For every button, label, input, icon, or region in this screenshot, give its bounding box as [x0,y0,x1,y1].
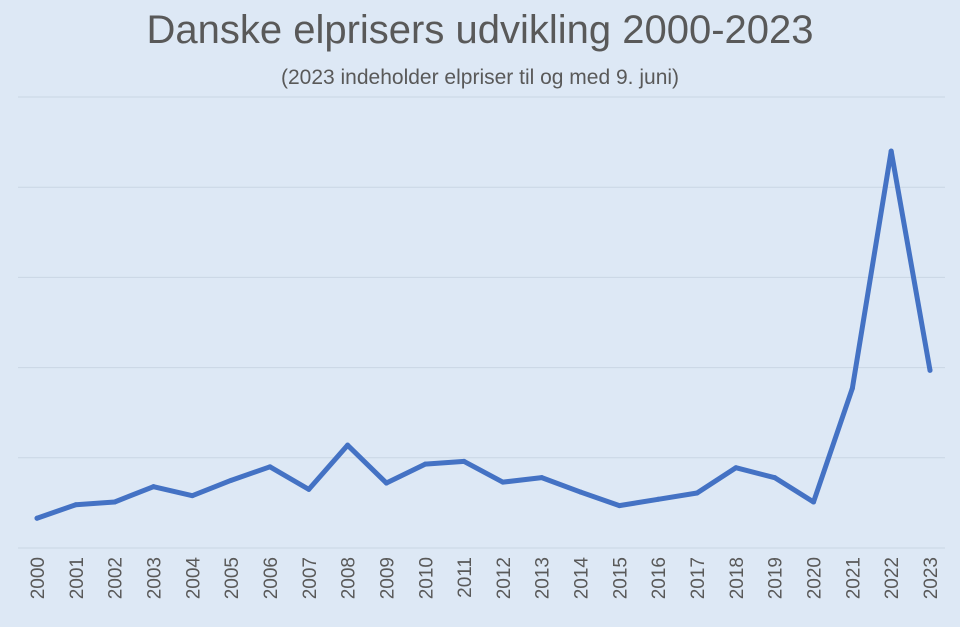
chart-title: Danske elprisers udvikling 2000-2023 [146,8,814,52]
x-tick-label: 2004 [183,557,204,600]
data-point-2007 [306,486,312,492]
data-point-2017 [694,490,700,496]
data-point-2023 [927,367,933,373]
data-point-2019 [772,475,778,481]
data-point-2020 [811,499,817,505]
x-tick-label: 2019 [766,557,787,599]
x-tick-label: 2015 [610,557,631,599]
x-tick-label: 2014 [572,557,593,600]
x-tick-label: 2021 [843,557,864,599]
x-tick-label: 2006 [261,557,282,599]
data-point-2014 [578,489,584,495]
x-tick-label: 2005 [222,557,243,599]
data-point-2011 [461,458,467,464]
x-tick-label: 2020 [805,557,826,599]
data-point-2015 [616,503,622,509]
x-tick-label: 2000 [28,557,49,599]
x-tick-label: 2016 [649,557,670,599]
data-point-2003 [150,484,156,490]
data-point-2000 [34,515,40,521]
data-point-2021 [849,385,855,391]
data-point-2018 [733,465,739,471]
x-tick-label: 2002 [106,557,127,599]
x-tick-label: 2012 [494,557,515,599]
x-tick-label: 2007 [300,557,321,599]
x-tick-label: 2008 [339,557,360,599]
x-tick-label: 2003 [144,557,165,599]
data-point-2008 [345,442,351,448]
data-point-2013 [539,475,545,481]
chart-subtitle: (2023 indeholder elpriser til og med 9. … [280,66,680,89]
x-tick-label: 2010 [416,557,437,599]
data-point-2006 [267,464,273,470]
data-point-2016 [655,496,661,502]
x-tick-label: 2017 [688,557,709,599]
x-tick-label: 2022 [882,557,903,599]
x-tick-label: 2009 [377,557,398,599]
x-tick-label: 2023 [921,557,942,599]
data-point-2005 [228,477,234,483]
data-point-2012 [500,479,506,485]
x-tick-label: 2011 [455,557,476,598]
x-tick-label: 2013 [533,557,554,599]
data-point-2001 [73,502,79,508]
data-point-2010 [422,461,428,467]
x-tick-label: 2001 [67,557,88,599]
data-point-2004 [189,493,195,499]
data-point-2009 [383,480,389,486]
x-tick-label: 2018 [727,557,748,599]
data-point-2022 [888,148,894,154]
series-line [34,148,933,521]
data-point-2002 [112,499,118,505]
